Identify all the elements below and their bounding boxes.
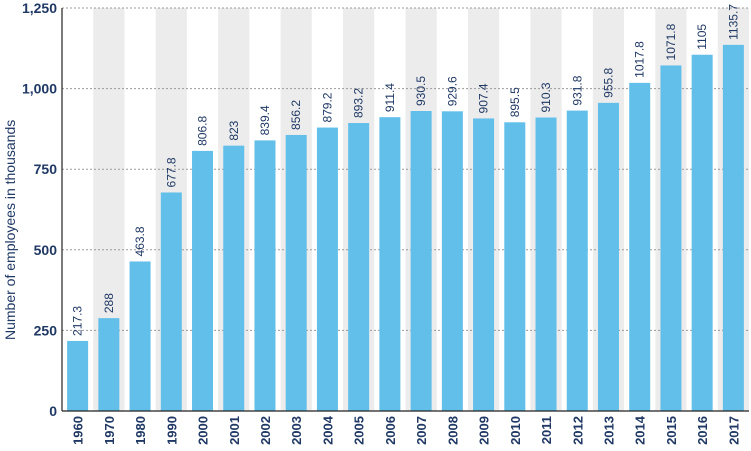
bar-value-label: 823 bbox=[227, 120, 241, 140]
x-tick-label: 2017 bbox=[726, 416, 741, 445]
bar bbox=[129, 261, 151, 411]
bar-value-label: 839.4 bbox=[258, 105, 272, 135]
x-tick-label: 2012 bbox=[570, 416, 585, 445]
bar-value-label: 931.8 bbox=[570, 75, 584, 105]
bar bbox=[67, 340, 89, 411]
x-tick-label: 2016 bbox=[695, 416, 710, 445]
bar bbox=[597, 102, 619, 411]
x-tick-label: 2007 bbox=[414, 416, 429, 445]
bar bbox=[254, 140, 276, 411]
x-tick-label: 2011 bbox=[539, 416, 554, 444]
bar-value-label: 288 bbox=[102, 293, 116, 313]
bar-value-label: 910.3 bbox=[539, 82, 553, 112]
bar bbox=[535, 117, 557, 411]
x-tick-label: 2010 bbox=[508, 416, 523, 445]
bar-value-label: 930.5 bbox=[414, 76, 428, 106]
bar-value-label: 677.8 bbox=[164, 157, 178, 187]
x-tick-label: 2005 bbox=[352, 416, 367, 445]
bar bbox=[316, 127, 338, 411]
y-tick-label: 0 bbox=[49, 403, 57, 419]
bar-value-label: 911.4 bbox=[383, 83, 397, 112]
bar-value-label: 463.8 bbox=[133, 226, 147, 256]
bar bbox=[660, 65, 682, 411]
bar-value-label: 856.2 bbox=[289, 100, 303, 130]
bar-value-label: 1135.7 bbox=[726, 4, 740, 40]
bar bbox=[691, 54, 713, 412]
x-tick-label: 2004 bbox=[320, 415, 335, 445]
x-tick-label: 1980 bbox=[133, 416, 148, 445]
bar bbox=[504, 122, 526, 411]
bar bbox=[348, 123, 370, 411]
bar bbox=[223, 145, 245, 411]
bar bbox=[160, 192, 182, 411]
y-tick-label: 500 bbox=[34, 242, 58, 258]
bar-value-label: 895.5 bbox=[508, 87, 522, 117]
x-tick-label: 2006 bbox=[383, 416, 398, 445]
bar-value-label: 1071.8 bbox=[664, 23, 678, 60]
x-tick-label: 2014 bbox=[633, 415, 648, 445]
bar-value-label: 217.3 bbox=[71, 306, 85, 336]
x-tick-label: 2001 bbox=[227, 416, 242, 445]
bar-value-label: 879.2 bbox=[320, 92, 334, 122]
bar-value-label: 929.6 bbox=[445, 76, 459, 106]
x-tick-label: 1960 bbox=[71, 416, 86, 445]
x-tick-label: 1990 bbox=[164, 416, 179, 445]
x-tick-label: 2015 bbox=[664, 416, 679, 445]
x-tick-label: 2002 bbox=[258, 416, 273, 445]
x-tick-label: 2009 bbox=[477, 416, 492, 445]
y-tick-label: 1,250 bbox=[22, 0, 57, 16]
bar-value-label: 806.8 bbox=[196, 116, 210, 146]
bar bbox=[98, 318, 120, 411]
x-tick-label: 2013 bbox=[601, 416, 616, 445]
x-tick-label: 2008 bbox=[445, 416, 460, 445]
y-tick-label: 250 bbox=[34, 322, 58, 338]
bar bbox=[722, 44, 744, 412]
bar-value-label: 955.8 bbox=[601, 67, 615, 97]
bar-value-label: 1105 bbox=[695, 24, 709, 50]
x-tick-label: 2003 bbox=[289, 416, 304, 445]
bar-value-label: 907.4 bbox=[477, 83, 491, 113]
bar bbox=[629, 82, 651, 412]
x-tick-label: 2000 bbox=[196, 416, 211, 445]
y-tick-label: 750 bbox=[34, 161, 58, 177]
bar bbox=[473, 118, 495, 412]
bar bbox=[285, 134, 307, 411]
bar bbox=[441, 111, 463, 411]
bar bbox=[410, 111, 432, 411]
bar-value-label: 893.2 bbox=[352, 88, 366, 118]
bar bbox=[379, 117, 401, 411]
bar bbox=[192, 150, 214, 411]
bar bbox=[566, 110, 588, 411]
y-tick-label: 1,000 bbox=[22, 81, 57, 97]
x-tick-label: 1970 bbox=[102, 416, 117, 445]
bar-value-label: 1017.8 bbox=[633, 41, 647, 78]
